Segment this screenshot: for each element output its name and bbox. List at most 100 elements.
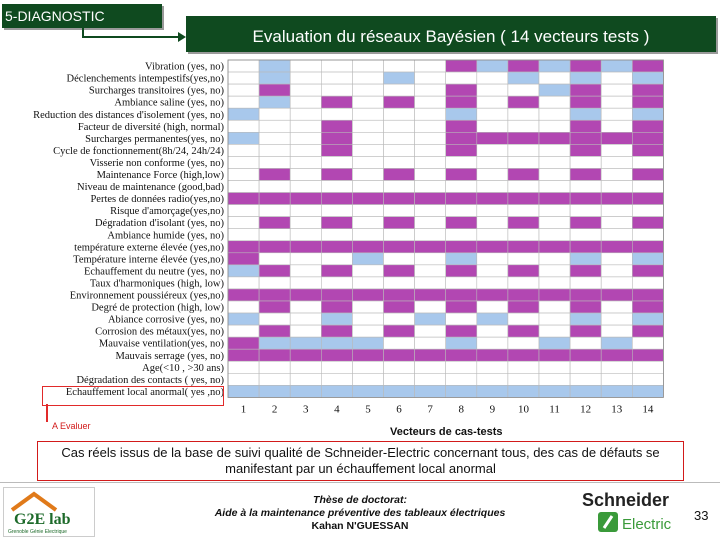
thesis-author: Kahan N'GUESSAN xyxy=(311,520,409,532)
matrix-cell xyxy=(383,288,415,302)
matrix-cell xyxy=(476,264,509,278)
electric-logo-text: Electric xyxy=(622,516,672,533)
matrix-cell xyxy=(289,276,322,290)
matrix-cell xyxy=(289,119,322,133)
matrix-cell xyxy=(445,300,478,314)
matrix-cell xyxy=(258,240,291,254)
matrix-cell xyxy=(476,360,509,374)
matrix-cell xyxy=(352,144,384,157)
matrix-cell xyxy=(320,360,353,374)
matrix-cell xyxy=(445,336,478,350)
matrix-cell xyxy=(383,95,415,109)
matrix-cell xyxy=(569,180,602,193)
matrix-cell xyxy=(258,252,291,266)
matrix-cell xyxy=(538,324,571,338)
matrix-cell xyxy=(507,288,540,302)
matrix-cell xyxy=(227,83,260,97)
matrix-cell xyxy=(352,107,384,121)
matrix-cell xyxy=(631,168,664,181)
matrix-cell xyxy=(507,240,540,254)
matrix-cell xyxy=(258,372,291,386)
matrix-cell xyxy=(631,83,664,97)
matrix-cell xyxy=(507,71,540,85)
matrix-cell xyxy=(631,385,664,398)
matrix-cell xyxy=(227,240,260,254)
matrix-cell xyxy=(600,144,633,157)
matrix-cell xyxy=(414,71,447,85)
matrix-cell xyxy=(538,83,571,97)
matrix-cell xyxy=(383,264,415,278)
column-label: 11 xyxy=(549,403,560,415)
section-tag: 5-DIAGNOSTIC xyxy=(2,4,162,28)
matrix-cell xyxy=(569,83,602,97)
matrix-cell xyxy=(383,385,415,398)
matrix-cell xyxy=(600,132,633,145)
matrix-cell xyxy=(538,252,571,266)
matrix-cell xyxy=(383,360,415,374)
matrix-cell xyxy=(445,107,478,121)
matrix-cell xyxy=(507,144,540,157)
matrix-cell xyxy=(320,216,353,229)
matrix-cell xyxy=(538,372,571,386)
matrix-cell xyxy=(352,228,384,242)
matrix-cell xyxy=(507,180,540,193)
matrix-cell xyxy=(289,228,322,242)
matrix-cell xyxy=(507,348,540,362)
matrix-cell xyxy=(258,336,291,350)
matrix-cell xyxy=(414,240,447,254)
matrix-cell xyxy=(258,95,291,109)
matrix-cell xyxy=(320,180,353,193)
matrix-cell xyxy=(476,228,509,242)
matrix-cell xyxy=(289,59,322,73)
matrix-cell xyxy=(227,144,260,157)
matrix-cell xyxy=(352,300,384,314)
matrix-cell xyxy=(289,312,322,326)
matrix-cell xyxy=(258,312,291,326)
matrix-cell xyxy=(258,119,291,133)
matrix-cell xyxy=(352,204,384,217)
row-label: Mauvais serrage (yes, no) xyxy=(116,351,225,362)
matrix-cell xyxy=(445,180,478,193)
matrix-cell xyxy=(445,312,478,326)
matrix-cell xyxy=(631,336,664,350)
matrix-cell xyxy=(289,372,322,386)
matrix-cell xyxy=(383,348,415,362)
matrix-cell xyxy=(600,59,633,73)
matrix-cell xyxy=(538,336,571,350)
matrix-cell xyxy=(538,59,571,73)
matrix-cell xyxy=(352,312,384,326)
matrix-cell xyxy=(600,264,633,278)
matrix-cell xyxy=(227,276,260,290)
matrix-cell xyxy=(507,312,540,326)
matrix-cell xyxy=(352,264,384,278)
matrix-cell xyxy=(258,71,291,85)
matrix-cell xyxy=(258,360,291,374)
g2elab-logo-text: G2E lab xyxy=(14,511,71,528)
matrix-cell xyxy=(414,300,447,314)
matrix-cell xyxy=(289,204,322,217)
row-label: Surcharges transitoires (yes, no) xyxy=(89,86,225,97)
matrix-cell xyxy=(476,324,509,338)
matrix-cell xyxy=(414,168,447,181)
matrix-cell xyxy=(352,95,384,109)
column-label: 14 xyxy=(642,403,654,415)
matrix-cell xyxy=(507,59,540,73)
matrix-cell xyxy=(476,385,509,398)
matrix-cell xyxy=(352,336,384,350)
matrix-cell xyxy=(320,312,353,326)
matrix-cell xyxy=(445,240,478,254)
matrix-cell xyxy=(569,276,602,290)
matrix-cell xyxy=(476,144,509,157)
matrix-cell xyxy=(414,288,447,302)
matrix-cell xyxy=(445,204,478,217)
matrix-cell xyxy=(227,168,260,181)
matrix-cell xyxy=(631,228,664,242)
matrix-cell xyxy=(569,156,602,169)
matrix-cell xyxy=(507,119,540,133)
matrix-cell xyxy=(631,71,664,85)
matrix-cell xyxy=(631,264,664,278)
matrix-cell xyxy=(538,204,571,217)
matrix-cell xyxy=(445,228,478,242)
matrix-cell xyxy=(538,95,571,109)
matrix-cell xyxy=(289,71,322,85)
